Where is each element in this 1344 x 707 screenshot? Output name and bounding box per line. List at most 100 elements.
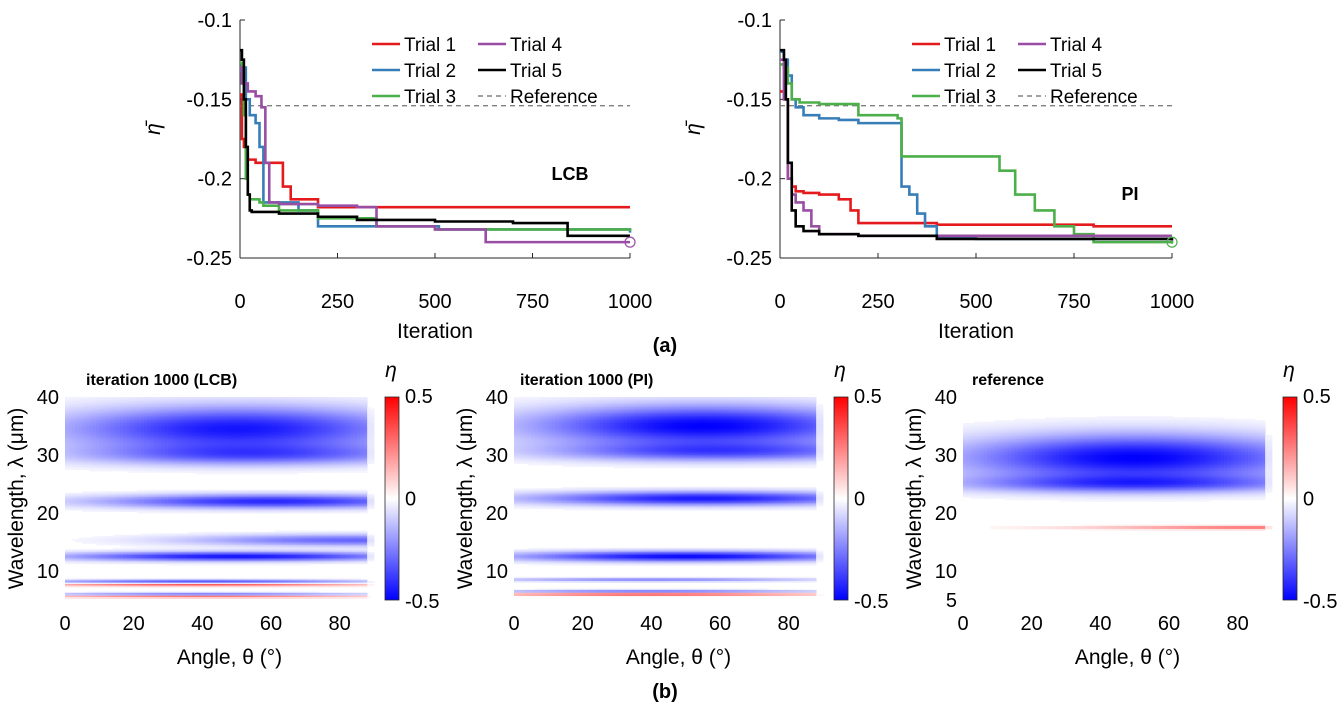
heatmap-cell [175,471,179,473]
heatmap-cell [371,462,375,464]
y-tick-label: -0.25 [726,248,772,270]
heatmap-cell [367,462,371,464]
heatmap-cell [130,471,134,473]
heatmap-cell [271,472,275,474]
x-tick-label: 1000 [608,291,653,313]
heatmap-cell [312,471,316,473]
heatmap-cell [141,471,145,473]
heatmap-cell [336,471,340,473]
x-tick-label: 500 [418,291,451,313]
heatmap-cell [110,470,114,472]
y-tick-label: -0.2 [738,169,772,191]
heatmap-cell [189,471,193,473]
heatmap-cell [202,472,206,474]
x-axis-label: Iteration [938,320,1014,343]
heatmap-cell [333,471,337,473]
heatmap-cell [171,471,175,473]
legend-label: Trial 1 [404,35,456,56]
heatmap-cell [79,468,83,470]
heatmap-cell [117,470,121,472]
legend-label: Trial 4 [1050,35,1103,56]
heatmap-cell [233,472,237,474]
y-tick-label: -0.25 [186,248,232,270]
heatmap-cell [154,471,158,473]
heatmap-cell [278,472,282,474]
x-tick-label: 250 [861,291,894,313]
heatmap-cell [144,471,148,473]
subfigure-label-a: (a) [653,335,677,357]
heatmap-cell [329,471,333,473]
legend-label: Trial 4 [510,35,563,56]
heatmap-cell [237,472,241,474]
heatmap-cell [343,471,347,473]
heatmap-cell [323,471,327,473]
heatmap-cell [257,472,261,474]
y-axis-label: η̄ [682,120,705,135]
heatmap-cell [137,471,141,473]
x-tick-label: 1000 [1150,291,1195,313]
heatmap-cell [106,470,110,472]
heatmap-cell [347,471,351,473]
y-tick-label: -0.1 [198,10,232,32]
heatmap-cell [274,472,278,474]
heatmap-cell [220,472,224,474]
x-axis-label: Iteration [397,320,473,343]
heatmap-cell [360,471,364,473]
heatmap-cell [199,472,203,474]
heatmap-cell [353,471,357,473]
heatmap-cell [268,472,272,474]
heatmap-cell [86,468,90,470]
heatmap-cell [113,470,117,472]
heatmap-cell [89,470,93,472]
heatmap-cell [209,472,213,474]
legend-label: Trial 1 [944,35,996,56]
y-tick-label: -0.2 [198,169,232,191]
heatmap-cell [302,471,306,473]
heatmap-cell [82,468,86,470]
x-tick-label: 500 [959,291,992,313]
heatmap-cell [305,471,309,473]
legend-label: Reference [510,87,598,108]
heatmap-cell [292,472,296,474]
heatmap-cell [254,472,258,474]
heatmap-cell [357,471,361,473]
heatmap-cell [340,471,344,473]
heatmap-cell [240,472,244,474]
heatmap-cell [326,471,330,473]
heatmap-cell [295,472,299,474]
heatmap-cell [309,471,313,473]
heatmap-cell [230,472,234,474]
x-tick-label: 0 [774,291,785,313]
heatmap-cell [65,468,69,470]
heatmap-cell [161,471,165,473]
heatmap-cell [96,470,100,472]
heatmap-cell [185,471,189,473]
heatmap-cell [127,471,131,473]
heatmap-cell [206,472,210,474]
heatmap-cell [213,472,217,474]
heatmap-cell [192,471,196,473]
heatmap-cell [158,471,162,473]
legend-label: Trial 2 [944,61,996,82]
heatmap-cell [319,471,323,473]
heatmap-cell [226,472,230,474]
y-axis-label: η̄ [142,120,165,135]
heatmap-cell [92,470,96,472]
heatmap-cell [99,470,103,472]
legend-label: Reference [1050,87,1138,108]
lcb-convergence-chart: -0.25-0.2-0.15-0.10 250 500 750 1000Iteratio… [142,10,652,343]
legend-label: Trial 3 [404,87,456,108]
x-tick-label: 250 [321,291,354,313]
heatmap-cell [316,471,320,473]
heatmap-cell [195,472,199,474]
heatmap-cell [247,472,251,474]
heatmap-cell [285,472,289,474]
series-line-trial-1 [240,95,630,208]
heatmap-cell [168,471,172,473]
acquisition-label: LCB [552,164,589,184]
heatmap-cell [223,472,227,474]
